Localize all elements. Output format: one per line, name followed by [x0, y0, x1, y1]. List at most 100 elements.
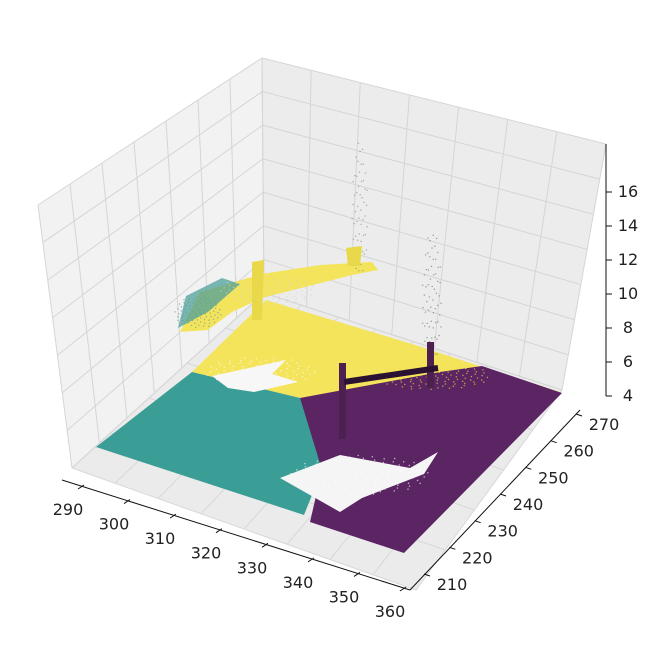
sparse-gray-point: [356, 175, 358, 178]
white-point: [307, 485, 309, 487]
yellow-point: [391, 378, 393, 381]
white-point: [360, 487, 363, 489]
gray-point: [234, 290, 237, 293]
teal-point: [202, 325, 205, 327]
yellow-point: [437, 377, 439, 379]
sparse-gray-point: [352, 203, 354, 206]
gray-point: [272, 303, 274, 305]
gray-point: [288, 290, 290, 292]
white-point: [314, 370, 316, 373]
teal-point: [199, 317, 202, 319]
gray-point: [282, 303, 284, 306]
sparse-gray-point: [359, 193, 361, 196]
yellow-post: [252, 260, 264, 320]
white-point: [400, 467, 403, 470]
sparse-gray-point: [432, 312, 435, 314]
white-point: [404, 479, 406, 482]
sparse-gray-point: [427, 269, 430, 271]
left-grid-line: [133, 141, 155, 394]
gray-point: [233, 296, 235, 298]
back-grid-line: [263, 191, 581, 286]
white-point: [346, 473, 348, 476]
sparse-gray-point: [435, 273, 437, 275]
yellow-point: [467, 370, 469, 372]
white-point: [307, 468, 310, 471]
white-point: [407, 488, 409, 490]
left-grid-line: [37, 204, 73, 469]
x-tick-mark: [77, 484, 85, 490]
white-point: [247, 378, 250, 381]
white-point: [358, 492, 360, 495]
white-point: [354, 489, 356, 491]
teal-point: [199, 321, 202, 323]
yellow-point: [393, 367, 395, 369]
white-point: [365, 461, 368, 463]
yellow-point: [401, 386, 404, 388]
teal-point: [183, 298, 185, 301]
white-point: [335, 491, 338, 494]
sparse-gray-point: [431, 285, 433, 288]
sparse-gray-point: [434, 353, 436, 355]
white-point: [276, 366, 279, 368]
white-point: [275, 372, 277, 375]
white-point: [295, 373, 298, 376]
white-point: [286, 367, 288, 370]
sparse-gray-point: [362, 163, 365, 165]
left-grid-line: [57, 191, 264, 356]
sparse-gray-point: [353, 194, 356, 196]
white-point: [301, 376, 304, 378]
white-point: [388, 464, 390, 467]
gray-point: [285, 301, 288, 303]
white-point: [256, 365, 258, 367]
white-point: [355, 478, 357, 481]
sparse-gray-point: [366, 189, 369, 192]
teal-point: [208, 319, 210, 321]
yellow-point: [473, 368, 476, 370]
white-point: [393, 457, 396, 460]
sparse-gray-point: [438, 295, 440, 297]
z-tick-label: 8: [623, 318, 633, 337]
yellow-point: [465, 367, 467, 370]
y-tick-mark: [575, 413, 583, 417]
gray-point: [281, 282, 283, 284]
sparse-gray-point: [432, 234, 435, 237]
gray-point: [272, 282, 274, 284]
white-point: [271, 383, 273, 386]
dark-bar: [343, 365, 439, 385]
white-point: [395, 473, 397, 475]
gray-point: [281, 284, 283, 287]
white-point: [385, 485, 388, 487]
sparse-gray-point: [436, 338, 438, 340]
teal-point: [177, 308, 179, 310]
teal-point: [184, 308, 186, 311]
gray-point: [270, 289, 272, 291]
gray-point: [266, 305, 269, 307]
z-tick-label: 10: [618, 284, 638, 303]
gray-point: [296, 280, 298, 283]
sparse-gray-point: [360, 209, 362, 211]
yellow-point: [405, 364, 408, 366]
white-point: [285, 372, 288, 374]
yellow-point: [383, 380, 385, 382]
aircraft-shadow-lower: [280, 452, 438, 512]
yellow-point: [475, 370, 478, 373]
white-point: [365, 484, 367, 486]
sparse-gray-point: [364, 215, 366, 217]
sparse-gray-point: [365, 249, 368, 251]
white-point: [309, 373, 311, 376]
teal-point: [204, 313, 207, 315]
white-point: [288, 365, 290, 367]
white-point: [366, 476, 368, 479]
teal-point: [191, 319, 194, 322]
back-grid-line: [262, 158, 588, 250]
yellow-point: [400, 381, 403, 383]
gray-point: [268, 300, 270, 302]
yellow-point: [441, 373, 444, 376]
white-point: [265, 363, 267, 366]
teal-point: [188, 298, 190, 300]
back-grid-line: [391, 94, 410, 335]
back-pane: [262, 58, 606, 390]
left-grid-line: [61, 225, 264, 394]
teal-point: [197, 308, 200, 310]
